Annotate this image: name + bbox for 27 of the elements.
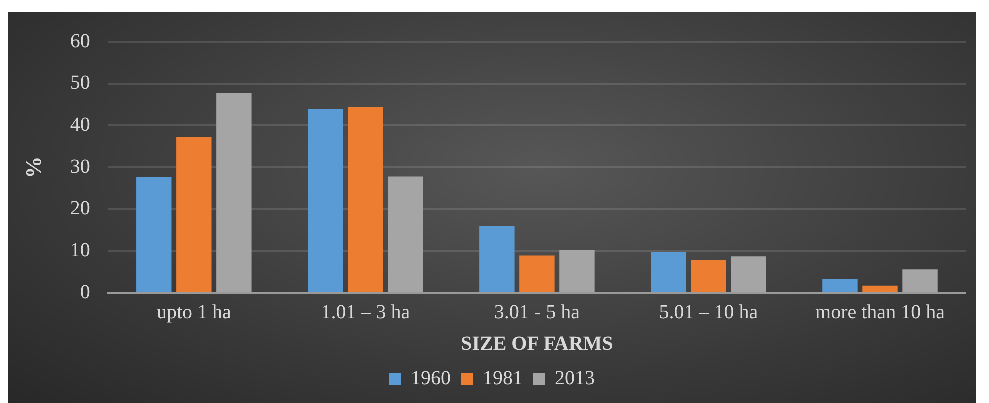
legend-label: 1981 bbox=[483, 367, 523, 390]
y-tick-label: 0 bbox=[80, 281, 90, 304]
x-tick-label: 1.01 – 3 ha bbox=[321, 301, 410, 324]
y-tick-label: 30 bbox=[70, 156, 90, 178]
bar bbox=[862, 286, 898, 292]
x-axis-title: SIZE OF FARMS bbox=[461, 333, 614, 356]
y-tick-label: 50 bbox=[70, 72, 90, 94]
y-axis-title: % bbox=[20, 156, 46, 178]
y-tick-label: 20 bbox=[70, 198, 90, 220]
legend-label: 2013 bbox=[555, 367, 595, 390]
x-tick-label: 3.01 - 5 ha bbox=[494, 301, 580, 324]
bar bbox=[480, 226, 515, 292]
x-tick-label: 5.01 – 10 ha bbox=[659, 301, 758, 324]
y-tick-label: 40 bbox=[70, 114, 90, 136]
bar bbox=[520, 256, 555, 292]
bar bbox=[176, 137, 212, 292]
x-tick-label: more than 10 ha bbox=[816, 301, 946, 324]
bar bbox=[308, 109, 344, 292]
bar bbox=[691, 260, 726, 292]
bar bbox=[348, 107, 384, 292]
y-tick-label: 60 bbox=[70, 30, 90, 52]
legend-label: 1960 bbox=[411, 367, 451, 390]
bar bbox=[822, 279, 858, 292]
bar bbox=[136, 178, 172, 292]
x-tick-label: upto 1 ha bbox=[156, 301, 232, 324]
bar bbox=[651, 252, 686, 292]
y-tick-label: 10 bbox=[70, 239, 90, 262]
